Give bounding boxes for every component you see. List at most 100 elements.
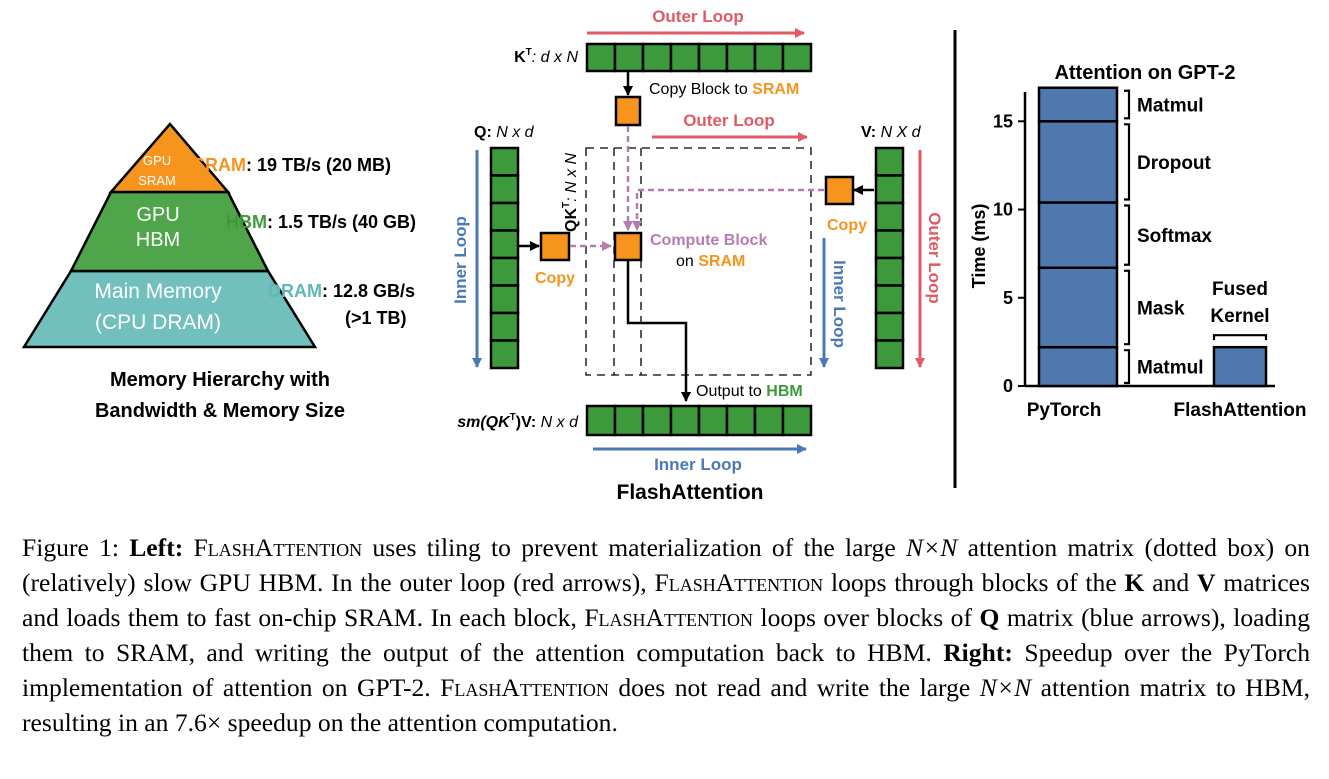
q-sram-block: [539, 231, 571, 262]
flashattention-diagram: Outer Loop KT: d x N Copy Block to SRAM …: [451, 7, 944, 504]
segment-bracket: [1124, 269, 1131, 346]
q-matrix: [489, 146, 520, 370]
copy-block-label: Copy Block to SRAM: [649, 81, 799, 98]
kt-matrix-cell: [725, 42, 757, 73]
pyramid-sram-layer: [108, 122, 231, 194]
q-matrix-cell: [489, 284, 520, 315]
output-matrix-cell: [697, 404, 729, 437]
inner-loop-right-label: Inner Loop: [830, 260, 849, 348]
bar-segment: [1037, 266, 1119, 349]
y-tick-label: 5: [1003, 288, 1013, 308]
v-matrix-cell: [874, 311, 905, 342]
segment-bracket: [1124, 123, 1131, 201]
kt-matrix: [585, 42, 813, 73]
q-matrix-cell: [489, 256, 520, 287]
segment-label: Mask: [1137, 298, 1185, 319]
gpt2-chart: Attention on GPT-2 Time (ms) 0 5 10 15 Matm…: [969, 62, 1307, 421]
pyramid-dram-line2: (CPU DRAM): [95, 311, 221, 334]
memory-hierarchy-title-line1: Memory Hierarchy with: [110, 369, 330, 391]
q-matrix-cell: [489, 201, 520, 232]
v-matrix-cell: [874, 339, 905, 370]
v-matrix-label: V: N X d: [861, 124, 922, 141]
output-to-hbm-label: Output to HBM: [696, 383, 803, 400]
output-arrow: [626, 261, 691, 402]
output-matrix-label: sm(QKT)V: N x d: [457, 412, 579, 431]
segment-bracket: [1124, 204, 1131, 266]
y-tick-label: 10: [993, 200, 1013, 220]
compute-block-label-line1: Compute Block: [650, 232, 767, 249]
v-matrix: [874, 146, 905, 370]
output-matrix-cell: [669, 404, 701, 437]
dram-bandwidth-label: DRAM: 12.8 GB/s: [268, 281, 415, 301]
kt-matrix-cell: [613, 42, 645, 73]
q-matrix-cell: [489, 229, 520, 260]
v-matrix-cell: [874, 174, 905, 205]
x-tick-label: FlashAttention: [1174, 400, 1307, 421]
kt-matrix-label: KT: d x N: [514, 47, 578, 66]
figure-caption: Figure 1: Left: FlashAttention uses tili…: [22, 533, 1310, 737]
fused-kernel-label: Kernel: [1210, 306, 1269, 327]
chart-ylabel: Time (ms): [969, 204, 989, 289]
bar-segment: [1037, 120, 1119, 204]
bar-segment: [1212, 345, 1268, 388]
sram-bandwidth-label: SRAM: 19 TB/s (20 MB): [193, 155, 391, 175]
kt-matrix-cell: [781, 42, 813, 73]
pyramid-sram-line2: SRAM: [138, 173, 176, 188]
inner-loop-left-label: Inner Loop: [451, 216, 470, 304]
chart-title: Attention on GPT-2: [1054, 62, 1235, 84]
pyramid-sram-line1: GPU: [143, 153, 171, 168]
kt-matrix-cell: [753, 42, 785, 73]
segment-label: Softmax: [1137, 226, 1212, 247]
v-sram-block: [824, 175, 855, 206]
compute-block-label-line2: on SRAM: [676, 253, 745, 270]
fused-kernel-label: Fused: [1212, 279, 1268, 300]
v-matrix-cell: [874, 146, 905, 177]
pyramid-hbm-line1: GPU: [136, 204, 179, 226]
chart-x-ticks: PyTorch FlashAttention: [1027, 400, 1307, 421]
y-tick-label: 15: [993, 111, 1013, 131]
output-matrix-cell: [641, 404, 673, 437]
qkt-matrix-label: QKT: N x N: [561, 153, 580, 232]
pyramid-hbm-line2: HBM: [136, 229, 180, 251]
q-matrix-cell: [489, 311, 520, 342]
outer-loop-mid-label: Outer Loop: [683, 111, 775, 130]
segment-label: Dropout: [1137, 153, 1212, 174]
kt-matrix-cell: [641, 42, 673, 73]
pyramid-dram-line1: Main Memory: [94, 280, 222, 303]
kt-matrix-cell: [697, 42, 729, 73]
outer-loop-right-label: Outer Loop: [925, 212, 944, 304]
copy-right-label: Copy: [827, 217, 867, 234]
copy-left-label: Copy: [535, 270, 575, 287]
purple-flow-from-v: [632, 188, 824, 231]
inner-loop-bottom-label: Inner Loop: [654, 455, 742, 474]
segment-label: Matmul: [1137, 358, 1204, 379]
q-matrix-cell: [489, 339, 520, 370]
compute-sram-block: [613, 231, 643, 262]
v-matrix-cell: [874, 256, 905, 287]
flashattention-title: FlashAttention: [617, 481, 764, 504]
x-tick-label: PyTorch: [1027, 400, 1102, 421]
fused-kernel-bracket: [1212, 334, 1268, 341]
segment-bracket: [1124, 349, 1131, 385]
q-matrix-label: Q: N x d: [474, 124, 535, 141]
kt-matrix-cell: [669, 42, 701, 73]
hbm-bandwidth-label: HBM: 1.5 TB/s (40 GB): [226, 212, 416, 232]
attention-matrix-dotted-box: [585, 147, 812, 376]
memory-hierarchy-title-line2: Bandwidth & Memory Size: [95, 400, 345, 422]
output-matrix-cell: [725, 404, 757, 437]
chart-bars: [1037, 86, 1268, 388]
figure-1: GPU SRAM GPU HBM Main Memory (CPU DRAM) …: [21, 7, 1307, 504]
bar-segment: [1037, 86, 1119, 123]
bar-segment: [1037, 345, 1119, 388]
dram-size-label: (>1 TB): [345, 308, 407, 328]
output-matrix-cell: [753, 404, 785, 437]
outer-loop-top-label: Outer Loop: [652, 7, 744, 26]
kt-matrix-cell: [585, 42, 617, 73]
v-matrix-cell: [874, 201, 905, 232]
segment-bracket: [1124, 89, 1131, 120]
output-matrix-cell: [585, 404, 617, 437]
chart-segment-labels: Matmul Mask Softmax Dropout Matmul Fused Kerne…: [1124, 89, 1270, 385]
output-matrix-cell: [781, 404, 813, 437]
segment-label: Matmul: [1137, 96, 1204, 117]
output-matrix: [585, 404, 813, 437]
